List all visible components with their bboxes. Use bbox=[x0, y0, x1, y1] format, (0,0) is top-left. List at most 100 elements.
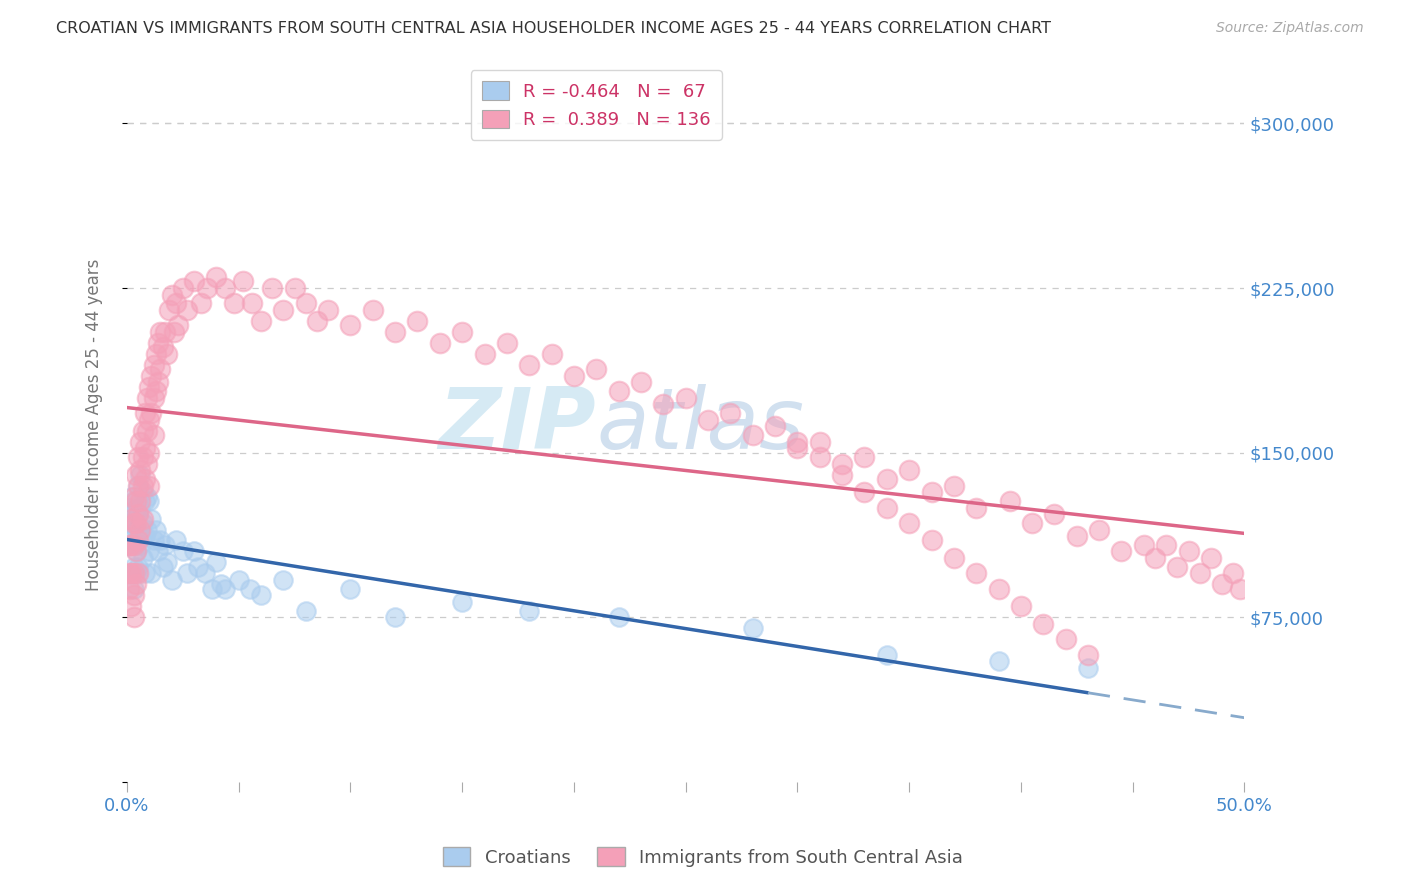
Point bbox=[156, 347, 179, 361]
Point bbox=[273, 573, 295, 587]
Point bbox=[232, 275, 254, 289]
Point bbox=[921, 485, 943, 500]
Point bbox=[125, 544, 148, 558]
Point bbox=[1077, 661, 1099, 675]
Point bbox=[145, 384, 167, 399]
Point bbox=[239, 582, 262, 596]
Point bbox=[998, 494, 1021, 508]
Point bbox=[141, 511, 163, 525]
Point bbox=[384, 610, 406, 624]
Point bbox=[131, 424, 153, 438]
Point bbox=[156, 556, 179, 570]
Point bbox=[120, 533, 142, 548]
Point bbox=[1166, 559, 1188, 574]
Point bbox=[194, 566, 217, 581]
Point bbox=[145, 523, 167, 537]
Point bbox=[831, 467, 853, 482]
Point bbox=[127, 533, 149, 548]
Point bbox=[141, 406, 163, 420]
Point bbox=[942, 551, 965, 566]
Point bbox=[1188, 566, 1211, 581]
Point bbox=[209, 577, 232, 591]
Point bbox=[163, 325, 186, 339]
Point bbox=[406, 314, 429, 328]
Point bbox=[474, 347, 496, 361]
Point bbox=[250, 314, 273, 328]
Point bbox=[136, 391, 159, 405]
Point bbox=[240, 296, 263, 310]
Point bbox=[131, 511, 153, 525]
Point bbox=[876, 500, 898, 515]
Point bbox=[172, 544, 194, 558]
Point bbox=[127, 478, 149, 492]
Point bbox=[125, 494, 148, 508]
Point bbox=[429, 335, 451, 350]
Point bbox=[142, 533, 165, 548]
Point bbox=[129, 467, 152, 482]
Point bbox=[540, 347, 562, 361]
Point bbox=[138, 478, 160, 492]
Point bbox=[898, 463, 921, 477]
Point bbox=[120, 599, 142, 614]
Point bbox=[165, 533, 187, 548]
Point bbox=[142, 358, 165, 372]
Point bbox=[142, 428, 165, 442]
Point bbox=[1066, 529, 1088, 543]
Point bbox=[127, 529, 149, 543]
Point bbox=[129, 463, 152, 477]
Point bbox=[118, 566, 141, 581]
Point bbox=[122, 494, 145, 508]
Point bbox=[1077, 648, 1099, 662]
Point bbox=[136, 523, 159, 537]
Point bbox=[138, 544, 160, 558]
Point bbox=[120, 538, 142, 552]
Point bbox=[122, 582, 145, 596]
Point bbox=[145, 347, 167, 361]
Point bbox=[160, 573, 183, 587]
Point bbox=[152, 559, 174, 574]
Point bbox=[214, 582, 236, 596]
Point bbox=[250, 588, 273, 602]
Point bbox=[157, 303, 180, 318]
Point bbox=[118, 538, 141, 552]
Point bbox=[1199, 551, 1222, 566]
Point bbox=[120, 511, 142, 525]
Point bbox=[165, 296, 187, 310]
Point bbox=[172, 281, 194, 295]
Point bbox=[965, 500, 987, 515]
Point bbox=[228, 573, 250, 587]
Point bbox=[1021, 516, 1043, 530]
Point bbox=[129, 538, 152, 552]
Text: Source: ZipAtlas.com: Source: ZipAtlas.com bbox=[1216, 21, 1364, 35]
Point bbox=[808, 450, 831, 464]
Point bbox=[148, 376, 170, 390]
Point bbox=[316, 303, 339, 318]
Point bbox=[1088, 523, 1111, 537]
Point bbox=[187, 559, 209, 574]
Point bbox=[675, 391, 697, 405]
Point bbox=[741, 428, 763, 442]
Point bbox=[190, 296, 212, 310]
Point bbox=[122, 538, 145, 552]
Point bbox=[129, 434, 152, 449]
Point bbox=[125, 544, 148, 558]
Point bbox=[125, 523, 148, 537]
Point bbox=[136, 424, 159, 438]
Point bbox=[965, 566, 987, 581]
Legend: R = -0.464   N =  67, R =  0.389   N = 136: R = -0.464 N = 67, R = 0.389 N = 136 bbox=[471, 70, 721, 140]
Point bbox=[214, 281, 236, 295]
Point bbox=[361, 303, 384, 318]
Point bbox=[786, 434, 808, 449]
Point bbox=[118, 516, 141, 530]
Point bbox=[127, 559, 149, 574]
Text: atlas: atlas bbox=[596, 384, 804, 467]
Point bbox=[120, 566, 142, 581]
Point bbox=[1043, 507, 1066, 521]
Point bbox=[718, 406, 741, 420]
Point bbox=[1032, 616, 1054, 631]
Y-axis label: Householder Income Ages 25 - 44 years: Householder Income Ages 25 - 44 years bbox=[86, 259, 103, 591]
Point bbox=[136, 457, 159, 471]
Point bbox=[153, 325, 176, 339]
Point bbox=[1177, 544, 1199, 558]
Point bbox=[451, 325, 474, 339]
